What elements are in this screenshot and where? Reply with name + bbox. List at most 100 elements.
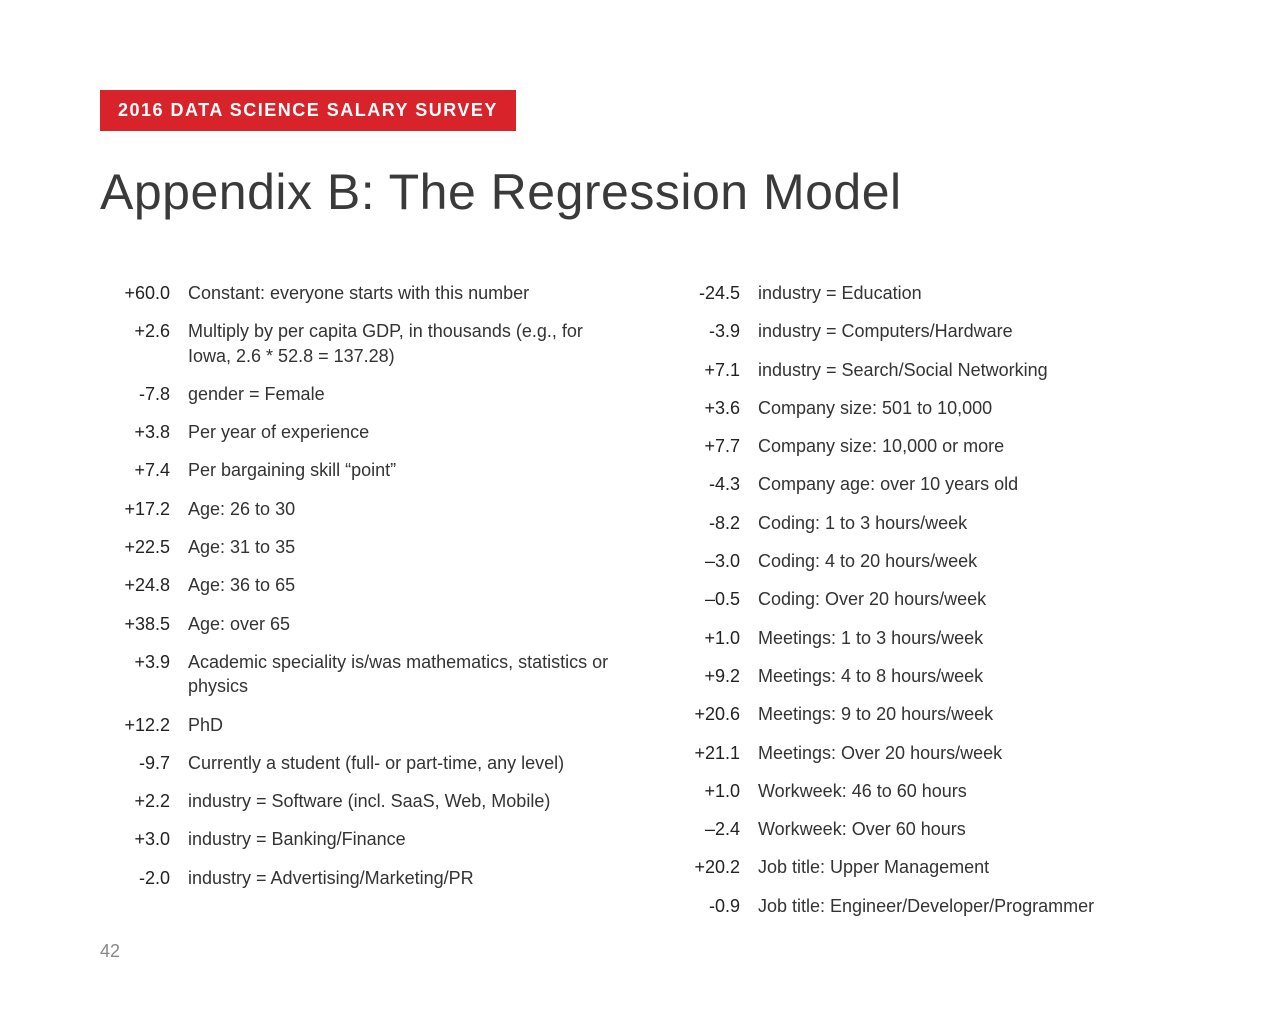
table-row: +3.6Company size: 501 to 10,000: [670, 396, 1180, 420]
coefficient-value: +38.5: [100, 612, 188, 636]
page-title: Appendix B: The Regression Model: [100, 163, 1180, 221]
table-row: +2.6Multiply by per capita GDP, in thous…: [100, 319, 610, 368]
coefficient-value: +1.0: [670, 779, 758, 803]
coefficient-description: industry = Advertising/Marketing/PR: [188, 866, 610, 890]
table-row: +22.5Age: 31 to 35: [100, 535, 610, 559]
coefficient-description: Age: 36 to 65: [188, 573, 610, 597]
coefficient-description: Per bargaining skill “point”: [188, 458, 610, 482]
coefficient-value: +20.6: [670, 702, 758, 726]
coefficient-description: Age: over 65: [188, 612, 610, 636]
survey-banner: 2016 DATA SCIENCE SALARY SURVEY: [100, 90, 516, 131]
table-row: +3.8Per year of experience: [100, 420, 610, 444]
coefficient-description: Age: 26 to 30: [188, 497, 610, 521]
coefficient-value: +3.9: [100, 650, 188, 674]
coefficient-value: +7.7: [670, 434, 758, 458]
table-row: -8.2Coding: 1 to 3 hours/week: [670, 511, 1180, 535]
table-row: +20.2Job title: Upper Management: [670, 855, 1180, 879]
table-row: +7.1industry = Search/Social Networking: [670, 358, 1180, 382]
table-row: +17.2Age: 26 to 30: [100, 497, 610, 521]
coefficient-value: –3.0: [670, 549, 758, 573]
coefficient-value: +9.2: [670, 664, 758, 688]
coefficient-value: +21.1: [670, 741, 758, 765]
coefficient-description: Multiply by per capita GDP, in thousands…: [188, 319, 610, 368]
page-number: 42: [100, 941, 120, 962]
table-row: -0.9Job title: Engineer/Developer/Progra…: [670, 894, 1180, 918]
coefficient-value: +3.8: [100, 420, 188, 444]
coefficient-description: Job title: Upper Management: [758, 855, 1180, 879]
coefficient-description: Meetings: 4 to 8 hours/week: [758, 664, 1180, 688]
left-column: +60.0Constant: everyone starts with this…: [100, 281, 610, 932]
coefficient-description: Coding: 1 to 3 hours/week: [758, 511, 1180, 535]
coefficient-description: Currently a student (full- or part-time,…: [188, 751, 610, 775]
coefficient-description: industry = Education: [758, 281, 1180, 305]
table-row: -3.9industry = Computers/Hardware: [670, 319, 1180, 343]
table-row: +1.0Meetings: 1 to 3 hours/week: [670, 626, 1180, 650]
table-row: +7.7Company size: 10,000 or more: [670, 434, 1180, 458]
coefficient-value: +17.2: [100, 497, 188, 521]
coefficient-value: +3.6: [670, 396, 758, 420]
coefficient-value: -24.5: [670, 281, 758, 305]
coefficient-description: industry = Search/Social Networking: [758, 358, 1180, 382]
coefficient-description: Job title: Engineer/Developer/Programmer: [758, 894, 1180, 918]
coefficient-description: Age: 31 to 35: [188, 535, 610, 559]
coefficient-value: +3.0: [100, 827, 188, 851]
coefficient-description: Per year of experience: [188, 420, 610, 444]
coefficient-description: PhD: [188, 713, 610, 737]
coefficient-value: +24.8: [100, 573, 188, 597]
table-row: +60.0Constant: everyone starts with this…: [100, 281, 610, 305]
coefficient-value: +7.4: [100, 458, 188, 482]
coefficient-description: gender = Female: [188, 382, 610, 406]
coefficient-value: –0.5: [670, 587, 758, 611]
table-row: +21.1Meetings: Over 20 hours/week: [670, 741, 1180, 765]
table-row: -7.8gender = Female: [100, 382, 610, 406]
coefficient-value: -2.0: [100, 866, 188, 890]
coefficient-description: Coding: 4 to 20 hours/week: [758, 549, 1180, 573]
table-row: –2.4Workweek: Over 60 hours: [670, 817, 1180, 841]
coefficient-value: -7.8: [100, 382, 188, 406]
coefficient-description: Coding: Over 20 hours/week: [758, 587, 1180, 611]
coefficient-value: –2.4: [670, 817, 758, 841]
coefficient-description: industry = Banking/Finance: [188, 827, 610, 851]
coefficient-description: Company size: 501 to 10,000: [758, 396, 1180, 420]
coefficient-description: industry = Software (incl. SaaS, Web, Mo…: [188, 789, 610, 813]
table-row: +9.2Meetings: 4 to 8 hours/week: [670, 664, 1180, 688]
coefficient-value: -9.7: [100, 751, 188, 775]
table-row: +20.6Meetings: 9 to 20 hours/week: [670, 702, 1180, 726]
table-row: -4.3Company age: over 10 years old: [670, 472, 1180, 496]
coefficient-description: industry = Computers/Hardware: [758, 319, 1180, 343]
table-row: +1.0Workweek: 46 to 60 hours: [670, 779, 1180, 803]
table-row: +24.8Age: 36 to 65: [100, 573, 610, 597]
table-row: -2.0industry = Advertising/Marketing/PR: [100, 866, 610, 890]
coefficient-description: Workweek: 46 to 60 hours: [758, 779, 1180, 803]
coefficient-description: Constant: everyone starts with this numb…: [188, 281, 610, 305]
table-row: -24.5industry = Education: [670, 281, 1180, 305]
coefficient-description: Company size: 10,000 or more: [758, 434, 1180, 458]
right-column: -24.5industry = Education-3.9industry = …: [670, 281, 1180, 932]
table-row: +7.4Per bargaining skill “point”: [100, 458, 610, 482]
coefficient-description: Meetings: 9 to 20 hours/week: [758, 702, 1180, 726]
table-row: –3.0Coding: 4 to 20 hours/week: [670, 549, 1180, 573]
table-row: –0.5Coding: Over 20 hours/week: [670, 587, 1180, 611]
table-row: +12.2PhD: [100, 713, 610, 737]
regression-columns: +60.0Constant: everyone starts with this…: [100, 281, 1180, 932]
coefficient-description: Meetings: 1 to 3 hours/week: [758, 626, 1180, 650]
coefficient-description: Academic speciality is/was mathematics, …: [188, 650, 610, 699]
coefficient-value: +2.6: [100, 319, 188, 343]
table-row: -9.7Currently a student (full- or part-t…: [100, 751, 610, 775]
coefficient-value: -0.9: [670, 894, 758, 918]
coefficient-description: Meetings: Over 20 hours/week: [758, 741, 1180, 765]
coefficient-description: Company age: over 10 years old: [758, 472, 1180, 496]
coefficient-value: -4.3: [670, 472, 758, 496]
coefficient-description: Workweek: Over 60 hours: [758, 817, 1180, 841]
coefficient-value: +7.1: [670, 358, 758, 382]
coefficient-value: +22.5: [100, 535, 188, 559]
table-row: +3.9Academic speciality is/was mathemati…: [100, 650, 610, 699]
document-page: 2016 DATA SCIENCE SALARY SURVEY Appendix…: [0, 0, 1280, 1034]
coefficient-value: -3.9: [670, 319, 758, 343]
coefficient-value: +60.0: [100, 281, 188, 305]
table-row: +2.2industry = Software (incl. SaaS, Web…: [100, 789, 610, 813]
coefficient-value: +1.0: [670, 626, 758, 650]
coefficient-value: +12.2: [100, 713, 188, 737]
table-row: +38.5Age: over 65: [100, 612, 610, 636]
coefficient-value: -8.2: [670, 511, 758, 535]
